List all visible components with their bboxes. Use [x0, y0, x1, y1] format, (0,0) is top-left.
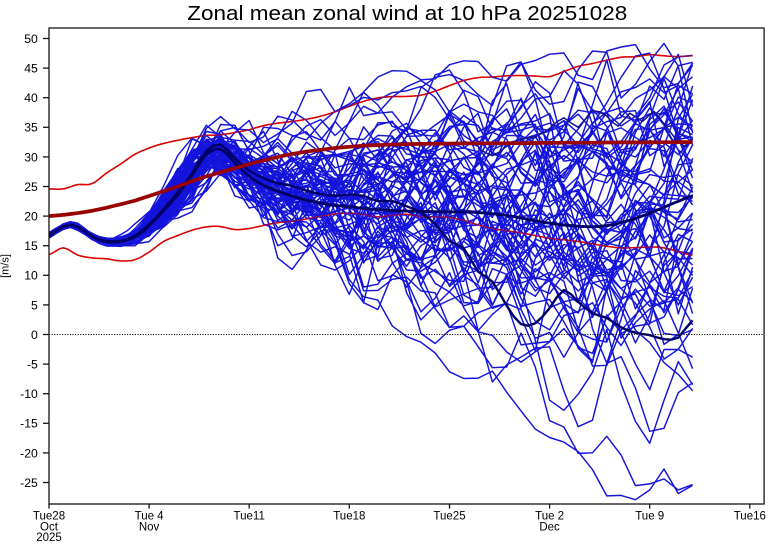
svg-text:Tue18: Tue18	[333, 511, 365, 523]
svg-text:Tue 4: Tue 4	[135, 511, 165, 523]
svg-text:45: 45	[24, 62, 38, 76]
svg-text:50: 50	[24, 32, 38, 46]
svg-text:Oct: Oct	[40, 521, 59, 533]
svg-text:Tue 2: Tue 2	[535, 511, 564, 523]
svg-text:25: 25	[24, 180, 38, 194]
svg-text:Tue 9: Tue 9	[635, 511, 664, 523]
svg-text:[m/s]: [m/s]	[0, 254, 12, 278]
svg-text:40: 40	[24, 91, 38, 105]
svg-text:Nov: Nov	[139, 521, 160, 533]
svg-text:Tue28: Tue28	[33, 511, 65, 523]
svg-text:0: 0	[31, 328, 38, 342]
svg-text:-5: -5	[27, 358, 38, 372]
svg-text:Dec: Dec	[539, 521, 560, 533]
svg-text:5: 5	[31, 298, 38, 312]
svg-text:Tue11: Tue11	[234, 511, 265, 523]
svg-text:-20: -20	[20, 446, 38, 460]
svg-text:Tue25: Tue25	[433, 511, 465, 523]
svg-text:2025: 2025	[36, 532, 62, 544]
svg-text:Tue16: Tue16	[734, 511, 766, 523]
svg-text:20: 20	[24, 210, 38, 224]
svg-text:30: 30	[24, 150, 38, 164]
svg-text:-15: -15	[20, 417, 38, 431]
svg-text:15: 15	[24, 239, 38, 253]
svg-text:-25: -25	[20, 476, 38, 490]
svg-text:Zonal mean zonal wind at 10 hP: Zonal mean zonal wind at 10 hPa 20251028	[187, 3, 627, 25]
svg-text:10: 10	[24, 269, 38, 283]
svg-text:-10: -10	[20, 387, 38, 401]
svg-text:35: 35	[24, 121, 38, 135]
